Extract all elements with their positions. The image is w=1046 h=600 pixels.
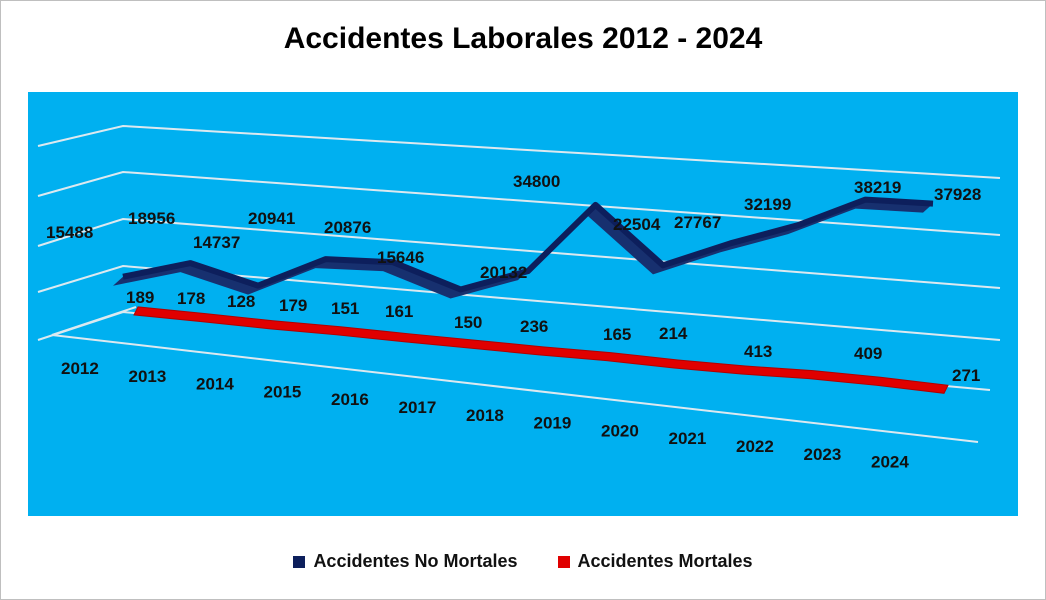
data-label-no-mortales: 18956: [128, 209, 175, 228]
legend-swatch-mortales: [557, 555, 570, 568]
data-label-no-mortales: 37928: [934, 185, 981, 204]
data-label-no-mortales: 15646: [377, 248, 424, 267]
data-label-mortales: 165: [603, 325, 631, 344]
gridline: [37, 217, 1001, 289]
data-label-no-mortales: 22504: [613, 215, 661, 234]
series-ribbon-mortales: [133, 306, 949, 394]
x-tick-label: 2013: [129, 367, 167, 386]
data-label-no-mortales: 34800: [513, 172, 560, 191]
x-tick-label: 2023: [804, 445, 842, 464]
legend-item-mortales: Accidentes Mortales: [557, 551, 753, 572]
data-label-mortales: 271: [952, 366, 980, 385]
floor-edge-line: [51, 306, 137, 336]
data-label-no-mortales: 15488: [46, 223, 93, 242]
legend-label-mortales: Accidentes Mortales: [577, 551, 753, 571]
chart-title: Accidentes Laborales 2012 - 2024: [283, 22, 763, 55]
legend: Accidentes No Mortales Accidentes Mortal…: [0, 551, 1046, 572]
data-label-mortales: 128: [227, 292, 255, 311]
data-label-mortales: 409: [854, 344, 882, 363]
plot-background: [28, 92, 1018, 516]
data-label-mortales: 150: [454, 313, 482, 332]
x-tick-label: 2020: [601, 421, 639, 440]
gridline: [37, 170, 1001, 236]
data-label-no-mortales: 27767: [674, 213, 721, 232]
data-label-no-mortales: 14737: [193, 233, 240, 252]
x-tick-label: 2022: [736, 437, 774, 456]
data-label-mortales: 179: [279, 296, 307, 315]
legend-item-no-mortales: Accidentes No Mortales: [293, 551, 518, 572]
plot-area: 15488 18956 14737 20941 20876 15646 20132 34800…: [28, 92, 1018, 516]
data-label-mortales: 161: [385, 302, 413, 321]
data-label-mortales: 189: [126, 288, 154, 307]
data-label-mortales: 178: [177, 289, 205, 308]
data-label-no-mortales: 20941: [248, 209, 295, 228]
series-line-no-mortales: [122, 196, 934, 293]
gridline: [37, 264, 1001, 341]
legend-swatch-no-mortales: [293, 555, 306, 568]
data-label-mortales: 236: [520, 317, 548, 336]
chart-svg: 15488 18956 14737 20941 20876 15646 20132 34800…: [28, 92, 1018, 516]
x-tick-label: 2012: [61, 359, 99, 378]
series-ribbon-no-mortales: [113, 199, 933, 299]
x-tick-label: 2024: [871, 453, 909, 472]
x-tick-label: 2018: [466, 406, 504, 425]
data-label-mortales: 151: [331, 299, 359, 318]
data-label-mortales: 214: [659, 324, 688, 343]
x-tick-label: 2017: [399, 398, 437, 417]
data-label-no-mortales: 38219: [854, 178, 901, 197]
data-label-no-mortales: 20876: [324, 218, 371, 237]
x-tick-label: 2016: [331, 390, 369, 409]
x-tick-label: 2015: [264, 382, 302, 401]
gridline: [37, 124, 1001, 179]
x-tick-label: 2014: [196, 375, 234, 394]
data-label-no-mortales: 20132: [480, 263, 527, 282]
floor-front-line: [51, 334, 979, 443]
x-tick-label: 2019: [534, 414, 572, 433]
data-label-no-mortales: 32199: [744, 195, 791, 214]
x-tick-label: 2021: [669, 429, 707, 448]
legend-label-no-mortales: Accidentes No Mortales: [313, 551, 518, 571]
data-label-mortales: 413: [744, 342, 772, 361]
